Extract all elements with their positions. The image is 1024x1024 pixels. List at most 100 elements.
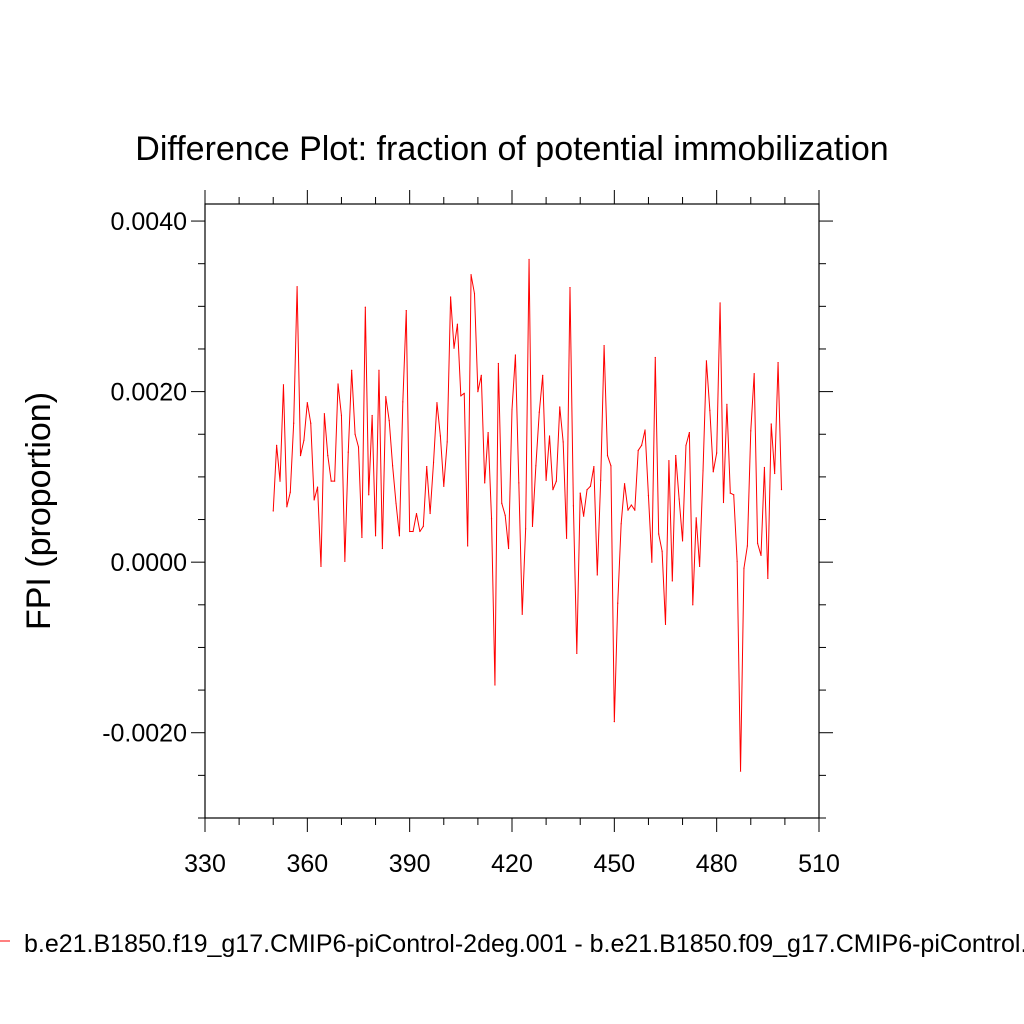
series-point: [368, 494, 370, 496]
series-point: [279, 480, 281, 482]
series-point: [548, 435, 551, 437]
series-point: [743, 567, 745, 569]
series-point: [347, 451, 349, 453]
series-point: [293, 422, 295, 424]
series-point: [593, 466, 595, 468]
series-point: [497, 362, 499, 365]
series-point: [777, 362, 779, 364]
series-point: [381, 547, 383, 550]
series-point: [658, 533, 660, 535]
series-point: [453, 347, 455, 349]
series-point: [388, 420, 390, 422]
series-point: [709, 409, 711, 411]
series-point: [767, 577, 769, 579]
series-point: [443, 485, 445, 487]
series-point: [514, 354, 517, 356]
series-point: [487, 431, 489, 434]
series-point: [316, 486, 319, 488]
series-point: [385, 396, 387, 398]
series-point: [613, 721, 615, 723]
series-point: [664, 623, 667, 626]
series-point: [569, 286, 571, 289]
series-point: [463, 392, 465, 394]
series-point: [675, 454, 677, 457]
series-point: [306, 402, 308, 404]
series-point: [395, 502, 397, 504]
series-point: [661, 550, 663, 552]
series-data-points: [272, 258, 783, 772]
series-point: [736, 560, 738, 562]
series-point: [436, 402, 438, 404]
series-point: [303, 439, 305, 441]
series-point: [600, 479, 602, 481]
series-point: [392, 465, 394, 467]
series-point: [313, 499, 315, 501]
series-point: [419, 530, 421, 533]
series-point: [726, 403, 728, 405]
series-point: [282, 384, 285, 386]
series-point: [330, 480, 332, 482]
series-point: [289, 491, 291, 493]
series-point: [320, 565, 322, 568]
series-point: [276, 444, 278, 446]
series-point: [525, 528, 527, 530]
series-point: [398, 535, 401, 537]
series-point: [641, 444, 643, 446]
y-axis-ticks: [191, 220, 833, 819]
series-point: [456, 323, 459, 325]
series-point: [692, 604, 694, 606]
series-point: [323, 413, 325, 415]
series-point: [586, 489, 588, 491]
series-point: [729, 492, 731, 494]
series-point: [739, 770, 742, 772]
series-point: [521, 613, 523, 615]
series-point: [552, 489, 554, 491]
series-point: [688, 431, 690, 434]
chart-title: Difference Plot: fraction of potential i…: [135, 130, 888, 168]
series-point: [654, 356, 656, 359]
x-tick-label: 450: [593, 850, 635, 878]
series-point: [409, 530, 411, 533]
series-point: [371, 414, 373, 417]
series-point: [272, 510, 274, 512]
series-point: [477, 391, 479, 393]
series-point: [746, 545, 748, 547]
x-tick-label: 330: [184, 850, 226, 878]
series-point: [753, 373, 755, 375]
series-point: [545, 479, 547, 481]
series-point: [678, 498, 680, 500]
series-point: [542, 374, 544, 377]
series-point: [634, 509, 636, 511]
series-point: [518, 482, 520, 484]
series-point: [722, 501, 725, 504]
series-point: [473, 292, 476, 295]
series-point: [562, 441, 564, 443]
y-tick-label: 0.0020: [111, 379, 187, 407]
series-point: [699, 565, 701, 568]
series-point: [528, 258, 530, 261]
series-point: [351, 369, 353, 371]
series-point: [596, 574, 598, 576]
series-point: [494, 684, 496, 686]
series-point: [374, 535, 377, 537]
series-point: [344, 560, 346, 562]
series-point: [470, 274, 472, 276]
series-point: [415, 512, 418, 515]
series-point: [357, 446, 360, 448]
series-point: [429, 512, 431, 515]
series-point: [555, 480, 557, 482]
series-point: [340, 414, 343, 417]
series-point: [507, 547, 510, 550]
x-tick-label: 510: [798, 850, 840, 878]
x-axis-tick-labels: 330 360 390 420 450 480 510: [184, 850, 840, 878]
series-point: [538, 411, 540, 413]
y-tick-label: 0.0040: [111, 208, 187, 236]
series-point: [535, 465, 537, 467]
legend: b.e21.B1850.f19_g17.CMIP6-piControl-2deg…: [0, 930, 1024, 958]
series-point: [733, 494, 735, 496]
series-point: [334, 480, 336, 482]
x-tick-label: 360: [286, 850, 328, 878]
series-point: [310, 422, 312, 424]
series-point: [589, 485, 592, 487]
series-point: [681, 540, 684, 542]
